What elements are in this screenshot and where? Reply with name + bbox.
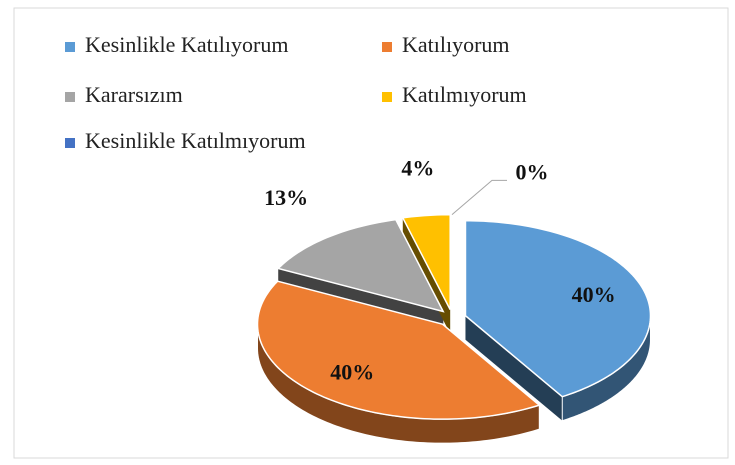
legend-label: Katılıyorum: [402, 32, 510, 57]
legend-label: Kesinlikle Katılıyorum: [85, 32, 288, 57]
legend-swatch: [382, 42, 392, 52]
data-label: 4%: [401, 156, 434, 181]
data-label: 13%: [264, 185, 308, 210]
legend-label: Katılmıyorum: [402, 82, 527, 107]
slice-wall: [465, 315, 563, 421]
data-label: 0%: [516, 159, 549, 184]
legend-swatch: [65, 42, 75, 52]
legend-swatch: [65, 92, 75, 102]
legend-label: Kesinlikle Katılmıyorum: [85, 128, 306, 153]
slice: [256, 280, 541, 420]
legend-swatch: [382, 92, 392, 102]
legend-label: Kararsızım: [85, 82, 183, 107]
legend-swatch: [65, 138, 75, 148]
slice: [276, 218, 445, 313]
leader-line: [451, 179, 507, 215]
slice: [464, 219, 652, 398]
data-label: 40%: [330, 360, 374, 385]
data-label: 40%: [572, 282, 616, 307]
slice: [401, 213, 451, 311]
